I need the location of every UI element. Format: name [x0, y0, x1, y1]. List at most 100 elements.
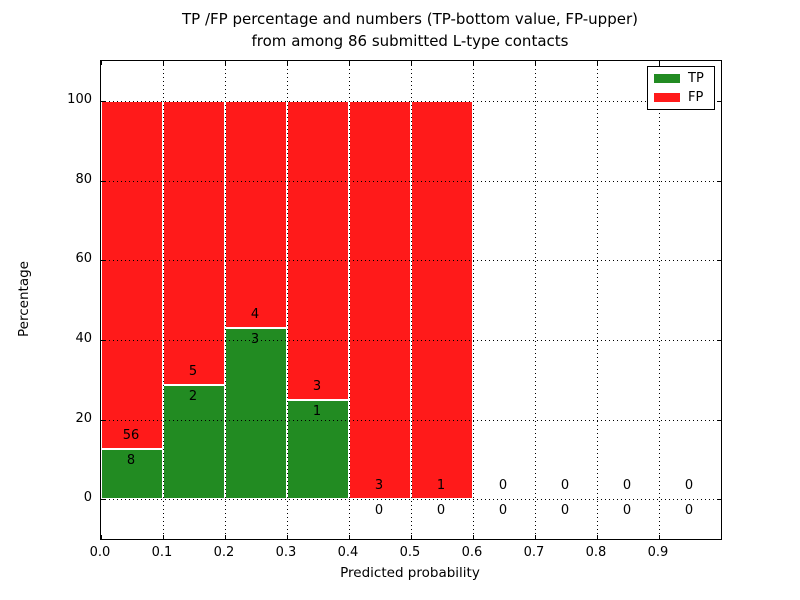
x-tick-mark-top — [659, 61, 660, 65]
tp-count-label: 2 — [188, 389, 198, 405]
legend-label-tp: TP — [688, 71, 704, 86]
y-tick-mark-right — [717, 419, 721, 421]
legend-entry-tp: TP — [654, 71, 708, 86]
x-axis-label: Predicted probability — [340, 565, 480, 581]
x-tick-mark — [349, 535, 350, 539]
tp-count-label: 0 — [498, 503, 508, 519]
y-tick-label: 80 — [75, 171, 92, 187]
x-tick-mark-top — [411, 61, 412, 65]
x-tick-mark — [473, 535, 474, 539]
x-tick-mark — [163, 535, 164, 539]
legend-label-fp: FP — [688, 90, 704, 105]
y-tick-label: 20 — [75, 410, 92, 426]
v-gridline — [163, 61, 164, 539]
v-gridline — [659, 61, 660, 539]
x-tick-label: 0.4 — [337, 545, 359, 560]
tp-count-label: 0 — [622, 503, 632, 519]
tp-count-label: 8 — [126, 453, 136, 469]
v-gridline — [411, 61, 412, 539]
fp-count-label: 0 — [560, 478, 570, 494]
chart-title: TP /FP percentage and numbers (TP-bottom… — [20, 8, 800, 52]
fp-bar-segment — [225, 100, 287, 329]
y-tick-label: 100 — [67, 91, 92, 107]
fp-count-label: 56 — [122, 428, 140, 444]
x-tick-mark-top — [473, 61, 474, 65]
x-tick-label: 0.5 — [399, 545, 421, 560]
tp-count-label: 0 — [436, 503, 446, 519]
fp-count-label: 0 — [684, 478, 694, 494]
tp-count-label: 0 — [374, 503, 384, 519]
legend: TP FP — [647, 66, 715, 110]
x-tick-mark-top — [225, 61, 226, 65]
tp-bar-segment — [225, 328, 287, 500]
x-tick-mark-top — [101, 61, 102, 65]
x-tick-mark — [101, 535, 102, 539]
fp-bar-segment — [287, 100, 349, 400]
y-tick-mark-right — [717, 339, 721, 341]
x-tick-label: 0.6 — [461, 545, 483, 560]
fp-bar-segment — [101, 100, 163, 450]
v-gridline — [349, 61, 350, 539]
y-tick-mark — [101, 180, 105, 182]
fp-count-label: 3 — [312, 378, 322, 394]
fp-count-label: 5 — [188, 364, 198, 380]
fp-count-label: 3 — [374, 478, 384, 494]
x-tick-mark-top — [163, 61, 164, 65]
fp-bar-segment — [411, 100, 473, 500]
y-tick-label: 40 — [75, 330, 92, 346]
y-tick-mark-right — [717, 499, 721, 501]
x-tick-mark — [535, 535, 536, 539]
y-axis-label-container: Percentage — [12, 60, 36, 538]
y-tick-mark — [101, 419, 105, 421]
x-tick-label: 0.0 — [89, 545, 111, 560]
v-gridline — [597, 61, 598, 539]
x-tick-mark — [411, 535, 412, 539]
y-tick-label: 60 — [75, 251, 92, 267]
v-gridline — [225, 61, 226, 539]
tp-bar-segment — [101, 449, 163, 500]
y-tick-mark — [101, 260, 105, 262]
y-tick-label: 0 — [83, 490, 92, 506]
x-tick-label: 0.1 — [151, 545, 173, 560]
x-tick-label: 0.7 — [523, 545, 545, 560]
y-axis-label: Percentage — [16, 261, 32, 337]
v-gridline — [287, 61, 288, 539]
chart-title-line1: TP /FP percentage and numbers (TP-bottom… — [182, 10, 638, 28]
fp-count-label: 0 — [498, 478, 508, 494]
x-tick-mark — [287, 535, 288, 539]
x-tick-mark-top — [535, 61, 536, 65]
x-tick-mark-top — [597, 61, 598, 65]
x-tick-mark — [659, 535, 660, 539]
x-tick-label: 0.2 — [213, 545, 235, 560]
x-tick-label: 0.9 — [647, 545, 669, 560]
y-tick-mark-right — [717, 100, 721, 102]
y-tick-mark — [101, 100, 105, 102]
fp-count-label: 4 — [250, 307, 260, 323]
chart-title-line2: from among 86 submitted L-type contacts — [251, 32, 569, 50]
tp-count-label: 1 — [312, 403, 322, 419]
x-tick-mark-top — [287, 61, 288, 65]
y-tick-mark-right — [717, 260, 721, 262]
plot-area — [100, 60, 722, 540]
fp-count-label: 0 — [622, 478, 632, 494]
v-gridline — [535, 61, 536, 539]
v-gridline — [473, 61, 474, 539]
y-tick-mark — [101, 339, 105, 341]
y-tick-mark-right — [717, 180, 721, 182]
x-tick-mark — [225, 535, 226, 539]
x-tick-mark-top — [349, 61, 350, 65]
fp-color-swatch-icon — [654, 93, 680, 102]
tp-count-label: 0 — [560, 503, 570, 519]
legend-entry-fp: FP — [654, 90, 708, 105]
tp-count-label: 3 — [250, 332, 260, 348]
tp-count-label: 0 — [684, 503, 694, 519]
x-tick-label: 0.8 — [585, 545, 607, 560]
fp-count-label: 1 — [436, 478, 446, 494]
x-tick-label: 0.3 — [275, 545, 297, 560]
tp-color-swatch-icon — [654, 74, 680, 83]
y-tick-mark — [101, 499, 105, 501]
x-tick-mark — [597, 535, 598, 539]
fp-bar-segment — [349, 100, 411, 500]
tp-bar-segment — [163, 385, 225, 500]
